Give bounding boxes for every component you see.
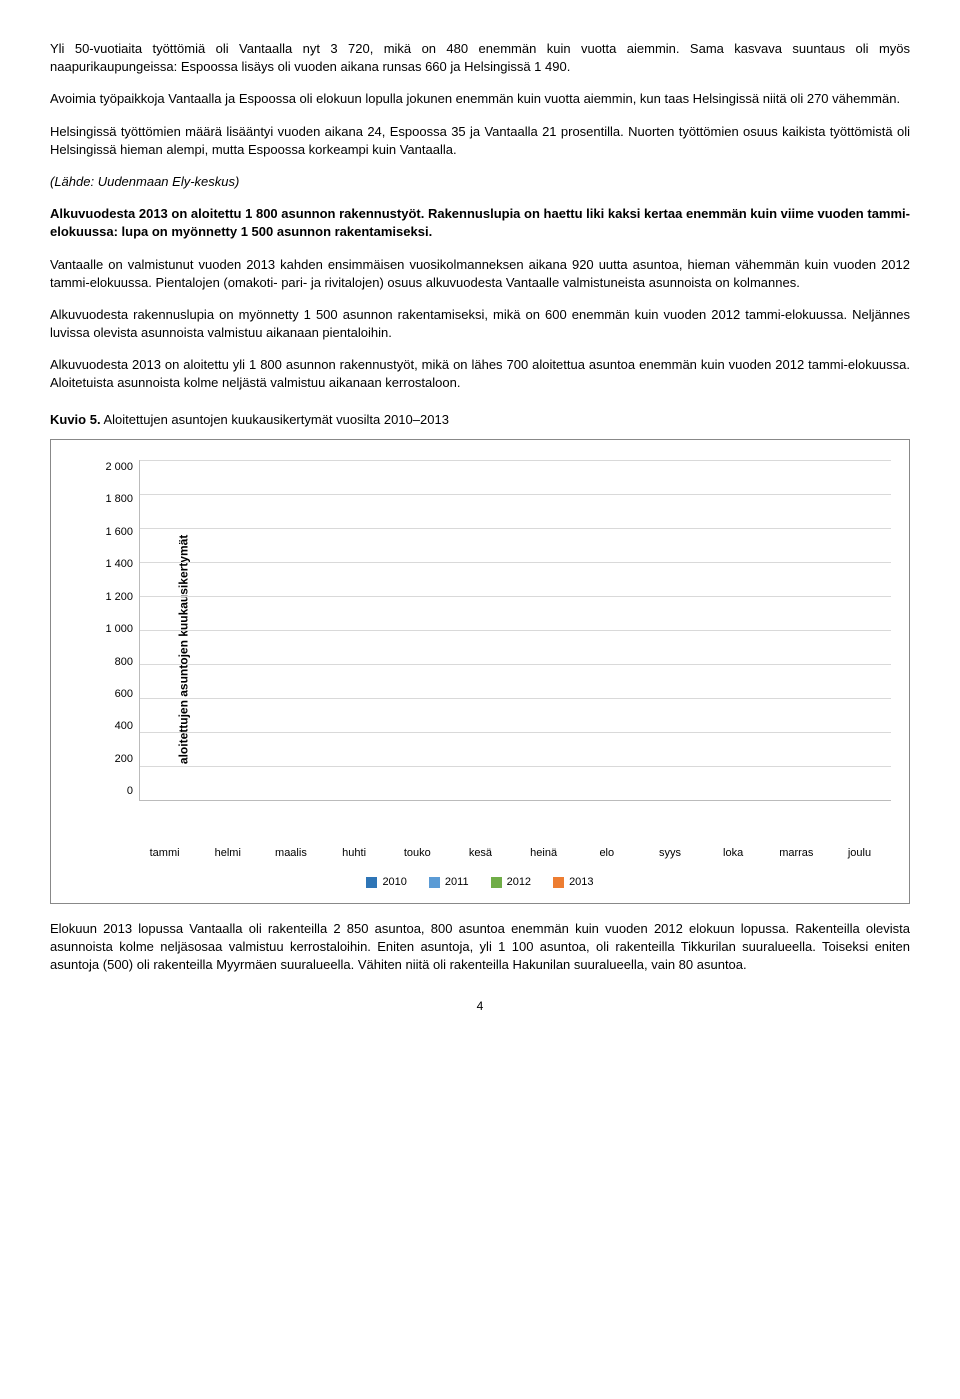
x-tick: elo xyxy=(575,846,638,861)
legend-item: 2011 xyxy=(429,875,469,890)
y-tick: 1 400 xyxy=(105,557,133,572)
y-tick: 0 xyxy=(127,784,133,799)
y-tick: 200 xyxy=(115,752,133,767)
legend-label: 2010 xyxy=(382,875,406,890)
legend-label: 2013 xyxy=(569,875,593,890)
y-tick: 600 xyxy=(115,687,133,702)
figure-caption: Kuvio 5. Aloitettujen asuntojen kuukausi… xyxy=(50,411,910,429)
x-tick: helmi xyxy=(196,846,259,861)
y-tick: 2 000 xyxy=(105,460,133,475)
legend-swatch xyxy=(366,877,377,888)
paragraph: Elokuun 2013 lopussa Vantaalla oli raken… xyxy=(50,920,910,975)
paragraph-bold: Alkuvuodesta 2013 on aloitettu 1 800 asu… xyxy=(50,205,910,241)
chart-container: aloitettujen asuntojen kuukausikertymät … xyxy=(50,439,910,904)
y-axis-label-wrap: aloitettujen asuntojen kuukausikertymät xyxy=(69,460,91,840)
x-tick: huhti xyxy=(323,846,386,861)
x-tick: tammi xyxy=(133,846,196,861)
legend-swatch xyxy=(429,877,440,888)
y-tick: 1 600 xyxy=(105,525,133,540)
legend-label: 2011 xyxy=(445,875,469,890)
paragraph: Vantaalle on valmistunut vuoden 2013 kah… xyxy=(50,256,910,292)
y-tick: 800 xyxy=(115,655,133,670)
x-tick: syys xyxy=(638,846,701,861)
x-tick: loka xyxy=(702,846,765,861)
x-tick: touko xyxy=(386,846,449,861)
legend-item: 2013 xyxy=(553,875,593,890)
paragraph: Alkuvuodesta rakennuslupia on myönnetty … xyxy=(50,306,910,342)
paragraph: Avoimia työpaikkoja Vantaalla ja Espooss… xyxy=(50,90,910,108)
legend-item: 2010 xyxy=(366,875,406,890)
figure-label: Kuvio 5. xyxy=(50,412,101,427)
y-tick: 1 200 xyxy=(105,590,133,605)
figure-title: Aloitettujen asuntojen kuukausikertymät … xyxy=(101,412,449,427)
plot-area xyxy=(139,460,891,801)
y-tick: 1 800 xyxy=(105,492,133,507)
paragraph: Alkuvuodesta 2013 on aloitettu yli 1 800… xyxy=(50,356,910,392)
legend-swatch xyxy=(491,877,502,888)
x-tick: heinä xyxy=(512,846,575,861)
legend: 2010 2011 2012 2013 xyxy=(69,875,891,890)
y-tick: 400 xyxy=(115,719,133,734)
source-note: (Lähde: Uudenmaan Ely-keskus) xyxy=(50,173,910,191)
legend-swatch xyxy=(553,877,564,888)
y-tick: 1 000 xyxy=(105,622,133,637)
y-axis: 2 000 1 800 1 600 1 400 1 200 1 000 800 600 400 2… xyxy=(91,460,139,800)
x-tick: kesä xyxy=(449,846,512,861)
page-number: 4 xyxy=(50,998,910,1015)
legend-label: 2012 xyxy=(507,875,531,890)
paragraph: Helsingissä työttömien määrä lisääntyi v… xyxy=(50,123,910,159)
legend-item: 2012 xyxy=(491,875,531,890)
x-tick: joulu xyxy=(828,846,891,861)
x-tick: marras xyxy=(765,846,828,861)
x-tick: maalis xyxy=(259,846,322,861)
x-axis: tammihelmimaalishuhtitoukokesäheinäelosy… xyxy=(133,846,891,861)
paragraph: Yli 50-vuotiaita työttömiä oli Vantaalla… xyxy=(50,40,910,76)
